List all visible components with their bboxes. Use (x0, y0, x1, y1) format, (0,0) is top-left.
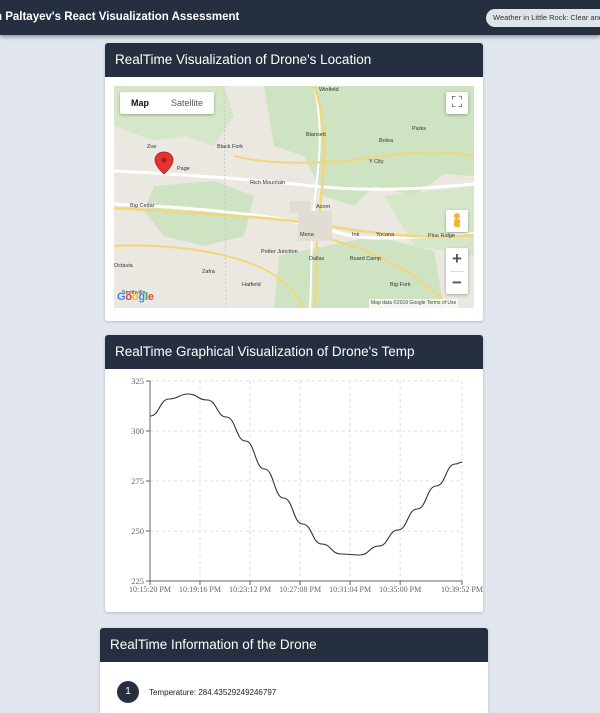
place-label: Bolea (379, 138, 394, 144)
map-attribution[interactable]: Map data ©2019 Google Terms of Use (369, 299, 459, 308)
place-label: Smithville (122, 290, 146, 296)
place-label: Mena (300, 232, 314, 238)
y-tick-label: 225 (131, 576, 144, 586)
map-card: RealTime Visualization of Drone's Locati… (105, 43, 483, 321)
place-label: Black Fork (217, 144, 243, 150)
top-app-bar: n Paltayev's React Visualization Assessm… (0, 0, 600, 35)
weather-chip[interactable]: Weather in Little Rock: Clear and 3 (486, 9, 600, 27)
map-type-control: Map Satellite (120, 92, 215, 114)
place-label: Y City (369, 159, 384, 165)
y-tick-label: 250 (131, 526, 144, 536)
place-label: Hatfield (242, 282, 261, 288)
google-logo[interactable]: Google (117, 291, 154, 303)
place-label: Zafra (202, 269, 215, 275)
y-tick-label: 300 (131, 426, 144, 436)
place-label: Yocana (376, 232, 395, 238)
temperature-chart: 225 250 275 300 325 10:15:20 PM 10:19:16 PM 10:… (129, 376, 483, 594)
map-type-satellite-button[interactable]: Satellite (171, 98, 204, 108)
zoom-in-button[interactable]: + (452, 249, 462, 268)
x-tick-label: 10:15:20 PM (129, 585, 171, 594)
temperature-chart-card: RealTime Graphical Visualization of Dron… (105, 335, 483, 612)
x-tick-label: 10:31:04 PM (329, 585, 371, 594)
place-label: Acorn (316, 204, 331, 210)
x-tick-label: 10:35:00 PM (379, 585, 421, 594)
place-label: Octavia (114, 263, 133, 269)
street-view-icon[interactable] (446, 210, 468, 232)
list-item-index: 1 (117, 681, 139, 703)
map-terrain (114, 86, 474, 308)
map-type-map-button[interactable]: Map (131, 98, 149, 108)
place-label: Parks (412, 126, 427, 132)
place-label: Winfield (319, 87, 339, 93)
x-tick-label: 10:27:08 PM (279, 585, 321, 594)
x-tick-label: 10:19:16 PM (179, 585, 221, 594)
info-card-title: RealTime Information of the Drone (100, 628, 488, 662)
app-title: n Paltayev's React Visualization Assessm… (0, 11, 240, 23)
place-label: Board Camp (350, 256, 381, 262)
place-label: Big Fork (390, 282, 411, 288)
zoom-out-button[interactable]: − (452, 273, 462, 292)
y-tick-label: 325 (131, 376, 144, 386)
chart-card-title: RealTime Graphical Visualization of Dron… (105, 335, 483, 369)
drone-info-card: RealTime Information of the Drone 1 Temp… (100, 628, 488, 713)
drone-location-map[interactable]: Winfield Parks Blansett Zoe Black Fork B… (114, 86, 474, 308)
temperature-reading: Temperature: 284.43529249246797 (149, 687, 277, 697)
map-pin-icon[interactable] (154, 151, 174, 175)
place-label: Big Cedar (130, 203, 155, 209)
fullscreen-icon[interactable]: ⛶ (446, 92, 468, 114)
x-tick-label: 10:23:12 PM (229, 585, 271, 594)
list-item: 1 Temperature: 284.43529249246797 (117, 681, 276, 703)
place-label: Potter Junction (261, 249, 298, 255)
place-label: Ink (352, 232, 360, 238)
y-tick-label: 275 (131, 476, 144, 486)
zoom-control: + − (446, 248, 468, 294)
place-label: Rich Mountain (250, 180, 286, 186)
place-label: Blansett (306, 132, 326, 138)
place-label: Pine Ridge (428, 233, 455, 239)
map-card-title: RealTime Visualization of Drone's Locati… (105, 43, 483, 77)
place-label: Dallas (309, 256, 325, 262)
temperature-series-line (149, 393, 463, 556)
x-tick-label: 10:39:52 PM (441, 585, 483, 594)
place-label: Zoe (147, 144, 157, 150)
place-label: Page (177, 166, 190, 172)
